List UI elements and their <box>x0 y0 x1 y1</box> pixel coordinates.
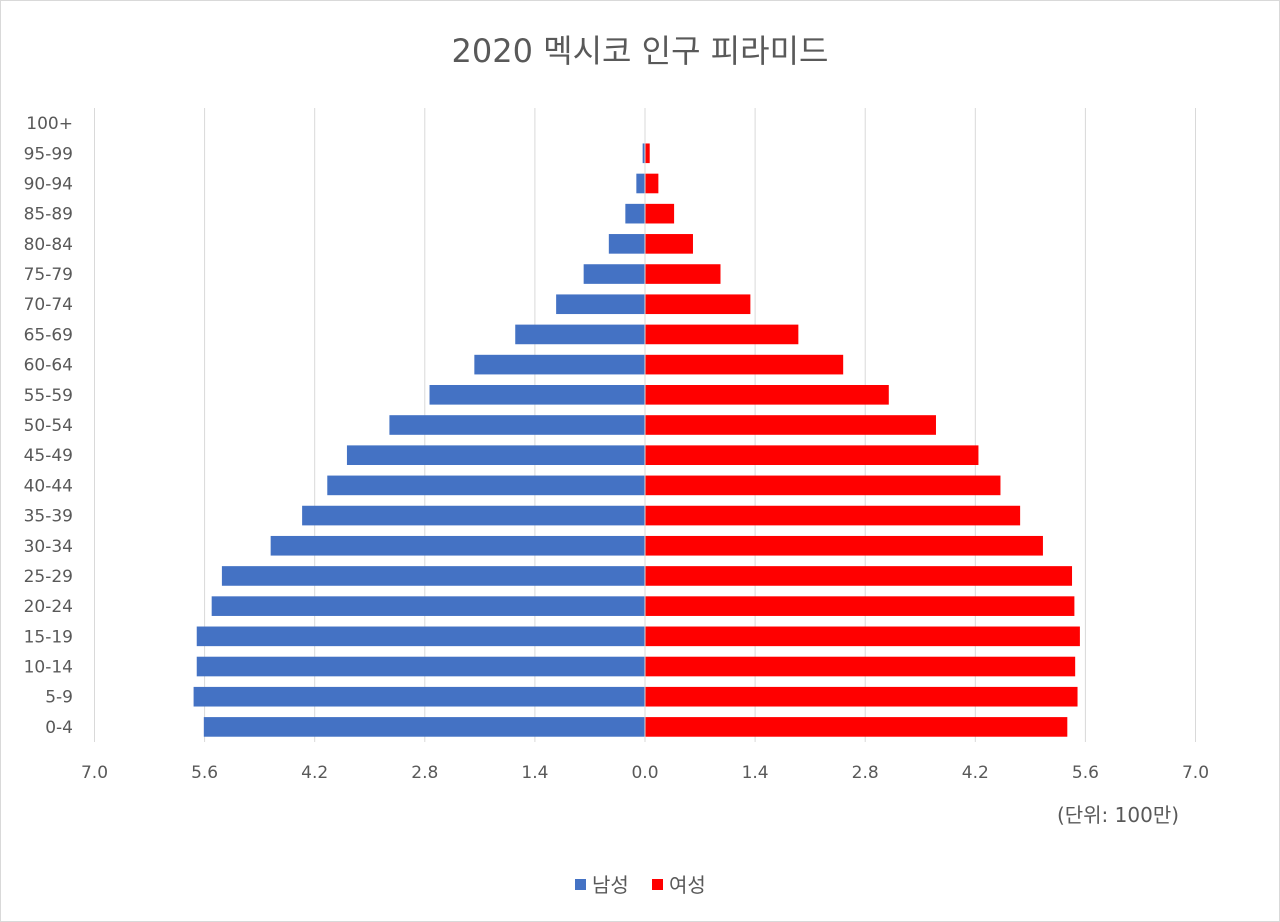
y-tick-label: 35-39 <box>24 507 73 527</box>
female-bar <box>645 535 1043 556</box>
female-bar <box>645 384 889 405</box>
x-tick-label: 7.0 <box>81 763 108 783</box>
y-tick-label: 55-59 <box>24 386 73 406</box>
y-tick-label: 40-44 <box>24 476 73 496</box>
female-bar <box>645 505 1021 526</box>
male-bar <box>221 566 645 586</box>
male-bar <box>327 475 645 496</box>
y-tick-label: 75-79 <box>24 265 73 285</box>
legend-label: 여성 <box>669 873 706 897</box>
female-bar <box>645 234 693 254</box>
y-tick-label: 95-99 <box>24 144 73 164</box>
female-bar <box>645 264 721 284</box>
legend-swatch <box>652 879 663 890</box>
legend-label: 남성 <box>592 873 629 897</box>
y-tick-label: 15-19 <box>24 627 73 647</box>
male-bar <box>302 505 645 526</box>
y-tick-label: 80-84 <box>24 235 73 255</box>
female-bar <box>645 294 751 315</box>
female-bar <box>645 626 1080 647</box>
y-tick-label: 65-69 <box>24 325 73 345</box>
y-tick-label: 100+ <box>26 114 73 134</box>
x-tick-label: 7.0 <box>1182 763 1209 783</box>
x-tick-label: 5.6 <box>191 763 218 783</box>
x-tick-label: 1.4 <box>521 763 548 783</box>
male-bar <box>474 354 645 375</box>
female-bar <box>645 354 844 375</box>
male-bar <box>608 234 645 254</box>
female-bar <box>645 143 650 164</box>
chart-title: 2020 멕시코 인구 피라미드 <box>452 32 829 70</box>
male-bar <box>556 294 645 315</box>
x-tick-label: 2.8 <box>411 763 438 783</box>
y-tick-label: 85-89 <box>24 205 73 225</box>
y-tick-label: 25-29 <box>24 567 73 587</box>
male-bar <box>429 384 645 405</box>
female-bar <box>645 203 675 224</box>
male-bar <box>193 686 645 707</box>
male-bar <box>515 324 645 345</box>
male-bar <box>642 143 645 164</box>
y-tick-label: 0-4 <box>45 718 73 738</box>
female-bar <box>645 686 1078 707</box>
male-bar <box>636 173 645 194</box>
bars <box>193 108 1080 742</box>
x-tick-label: 2.8 <box>852 763 879 783</box>
x-tick-label: 4.2 <box>962 763 989 783</box>
y-tick-label: 90-94 <box>24 174 73 194</box>
male-bar <box>389 415 645 435</box>
male-bar <box>211 596 645 616</box>
y-tick-label: 20-24 <box>24 597 73 617</box>
male-bar <box>270 535 645 556</box>
y-axis-labels: 0-4 5-9 10-14 15-19 20-24 25-29 30-34 35-39 40-4… <box>24 114 73 738</box>
female-bar <box>645 596 1075 616</box>
female-bar <box>645 445 979 466</box>
y-tick-label: 10-14 <box>24 658 73 678</box>
female-bar <box>645 656 1076 677</box>
female-bar <box>645 717 1068 737</box>
y-tick-label: 30-34 <box>24 537 73 557</box>
male-bar <box>196 656 645 677</box>
y-tick-label: 70-74 <box>24 295 73 315</box>
x-tick-label: 0.0 <box>631 763 658 783</box>
male-bar <box>196 626 645 647</box>
x-tick-label: 4.2 <box>301 763 328 783</box>
unit-label: (단위: 100만) <box>1057 803 1179 827</box>
legend: 남성 여성 <box>575 873 706 897</box>
female-bar <box>645 415 936 435</box>
legend-swatch <box>575 879 586 890</box>
y-tick-label: 60-64 <box>24 356 73 376</box>
female-bar <box>645 475 1001 496</box>
male-bar <box>203 717 645 737</box>
y-tick-label: 50-54 <box>24 416 73 436</box>
x-axis-labels: 7.0 5.6 4.2 2.8 1.4 0.0 1.4 2.8 4.2 5.6 7.0 <box>81 763 1209 783</box>
female-bar <box>645 173 659 194</box>
male-bar <box>583 264 645 284</box>
x-tick-label: 5.6 <box>1072 763 1099 783</box>
male-bar <box>625 203 645 224</box>
y-tick-label: 5-9 <box>45 688 73 708</box>
male-bar <box>346 445 645 466</box>
female-bar <box>645 324 799 345</box>
female-bar <box>645 566 1073 586</box>
y-tick-label: 45-49 <box>24 446 73 466</box>
x-tick-label: 1.4 <box>742 763 769 783</box>
